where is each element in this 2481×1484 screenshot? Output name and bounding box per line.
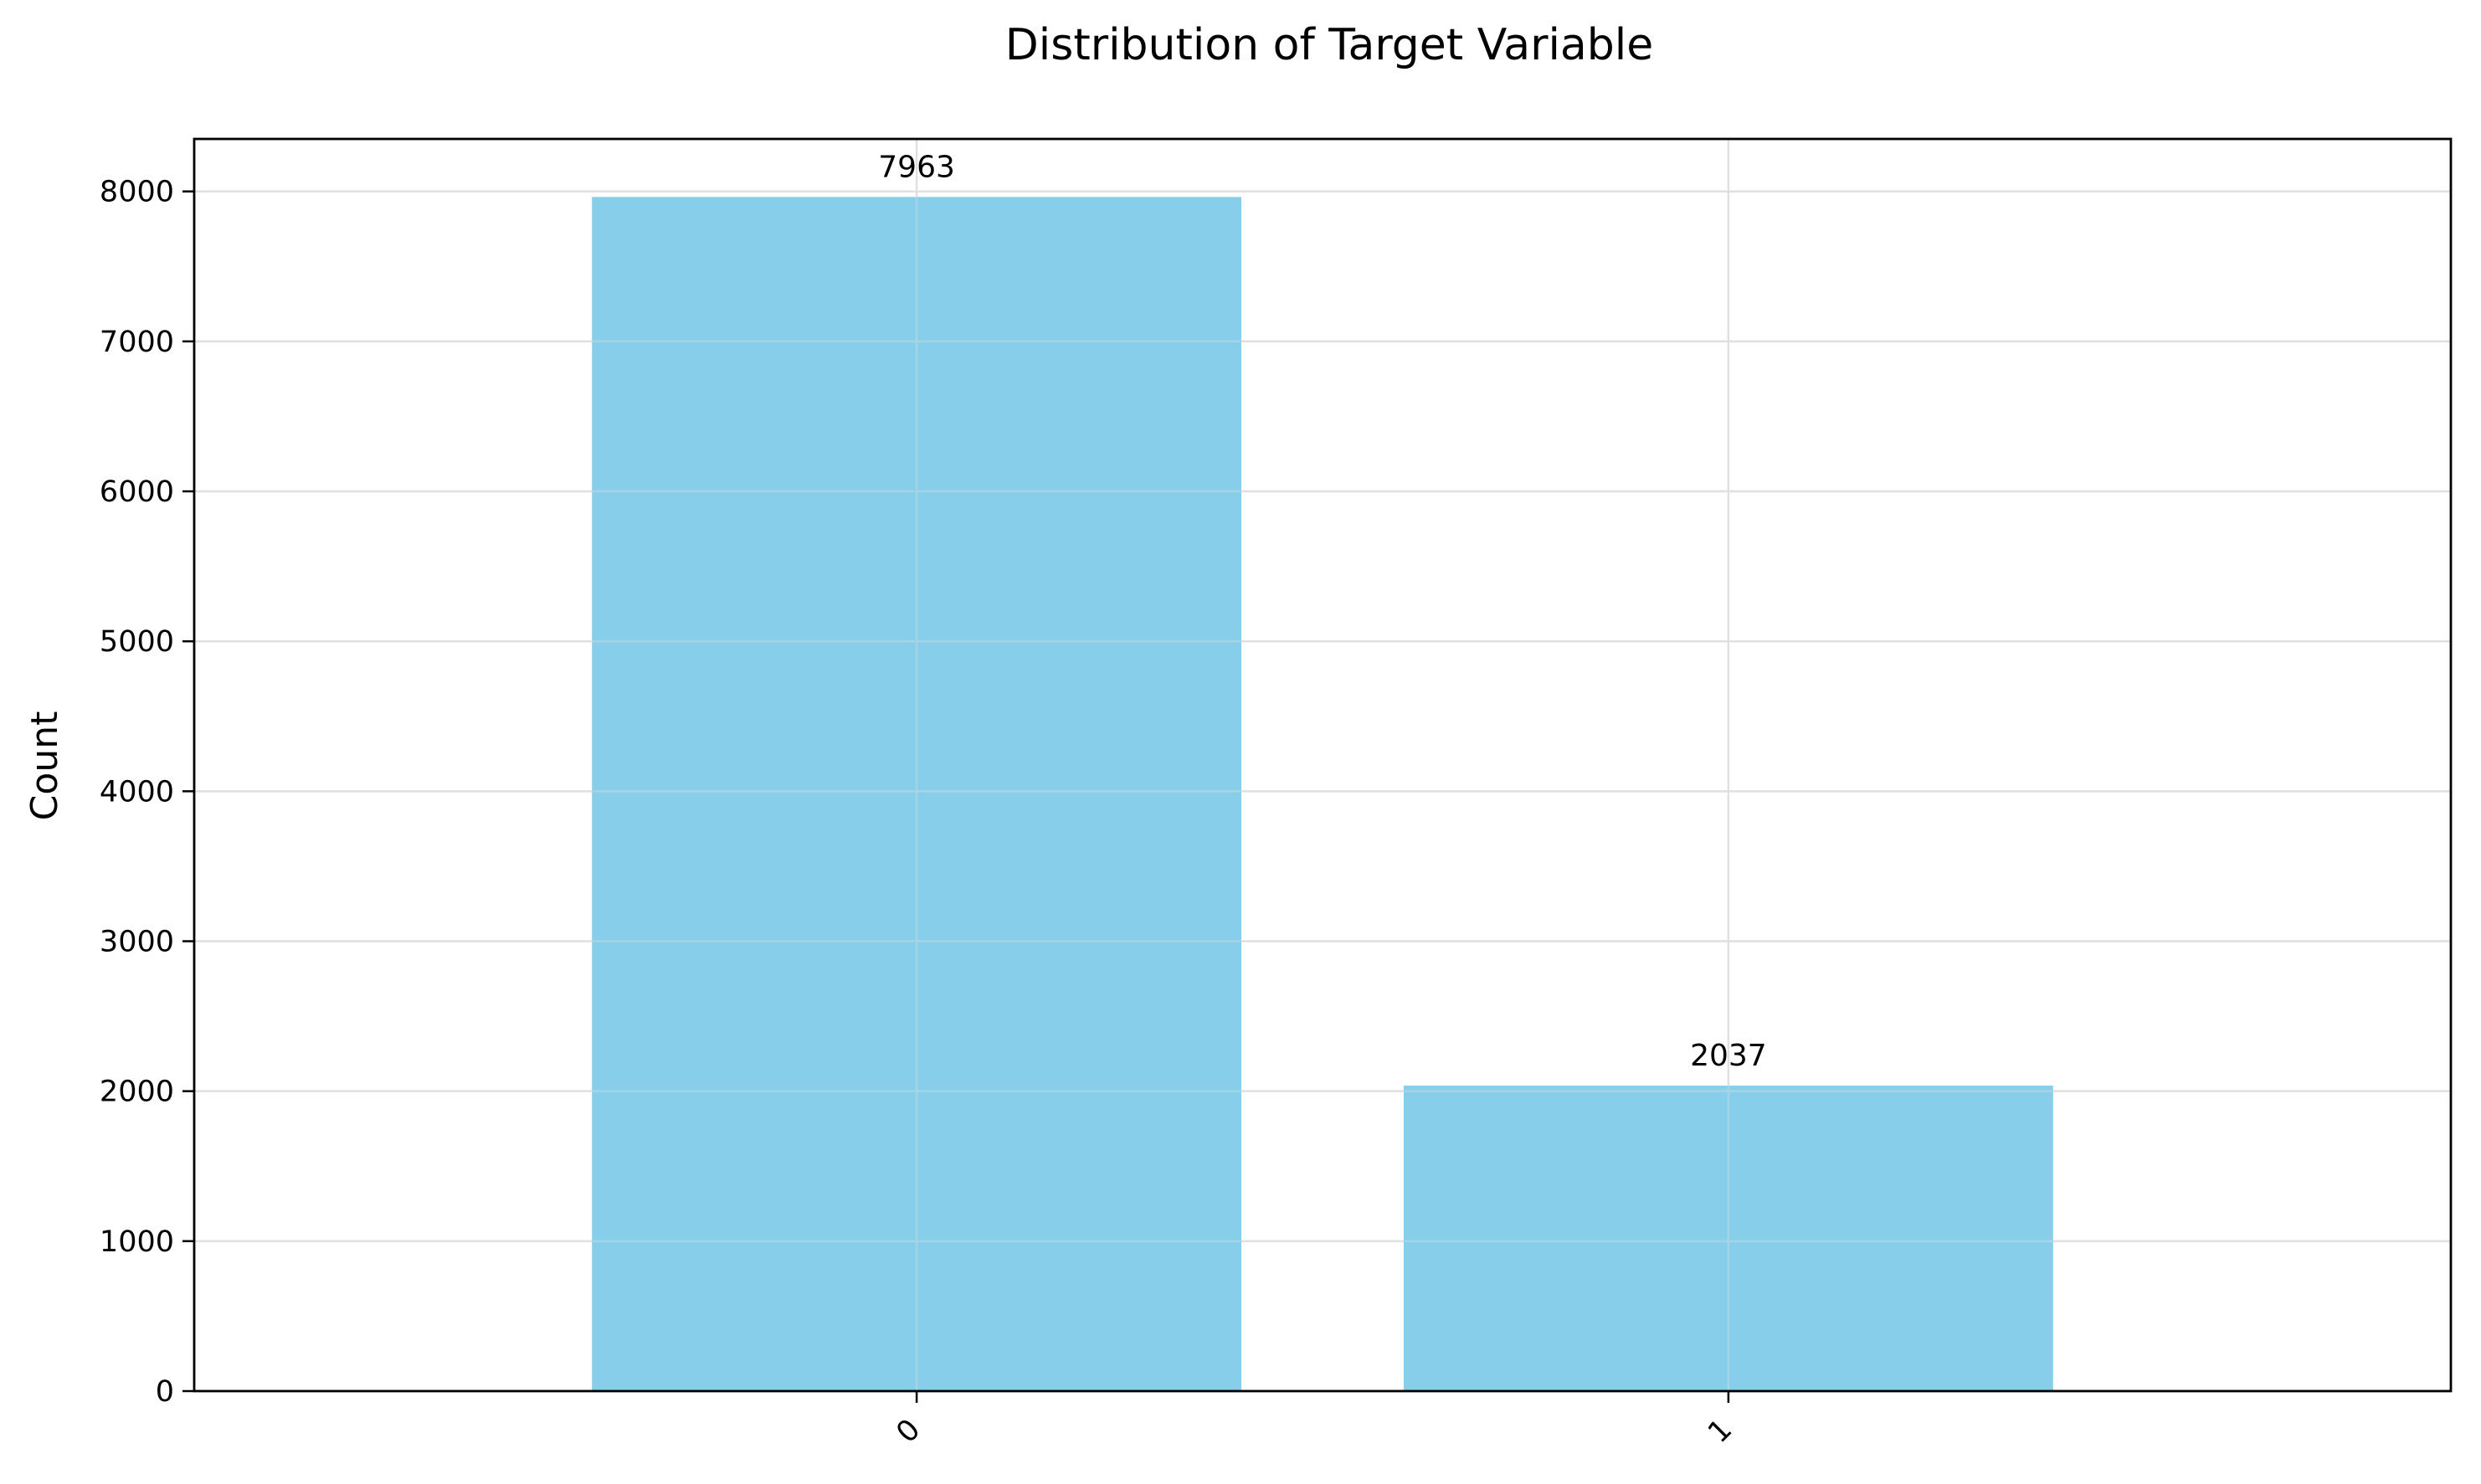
y-tick-label: 7000 xyxy=(100,326,174,359)
bar-0 xyxy=(592,197,1242,1391)
y-tick-label: 2000 xyxy=(100,1076,174,1109)
x-tick-label: 1 xyxy=(1702,1413,1739,1450)
bars-layer xyxy=(592,197,2053,1391)
bar-value-label: 7963 xyxy=(878,150,955,184)
y-tick-label: 1000 xyxy=(100,1225,174,1259)
grid-overlay xyxy=(194,139,2451,1393)
y-axis-label: Count xyxy=(23,711,66,821)
chart-title: Distribution of Target Variable xyxy=(1005,20,1654,70)
y-tick-label: 6000 xyxy=(100,475,174,509)
axes-frame xyxy=(193,137,2453,1393)
grid-layer xyxy=(194,139,2451,1393)
y-tick-label: 4000 xyxy=(100,775,174,809)
y-tick-label: 8000 xyxy=(100,176,174,209)
y-axis: 0 1000 2000 3000 4000 5000 6000 7000 8000 xyxy=(100,176,194,1409)
y-tick-label: 5000 xyxy=(100,625,174,659)
bar-1 xyxy=(1403,1086,2053,1391)
bar-value-label: 2037 xyxy=(1690,1039,1767,1073)
y-tick-label: 0 xyxy=(156,1375,174,1409)
x-tick-label: 0 xyxy=(890,1413,927,1450)
data-labels-layer: 7963 2037 xyxy=(878,150,1766,1073)
y-tick-label: 3000 xyxy=(100,926,174,959)
